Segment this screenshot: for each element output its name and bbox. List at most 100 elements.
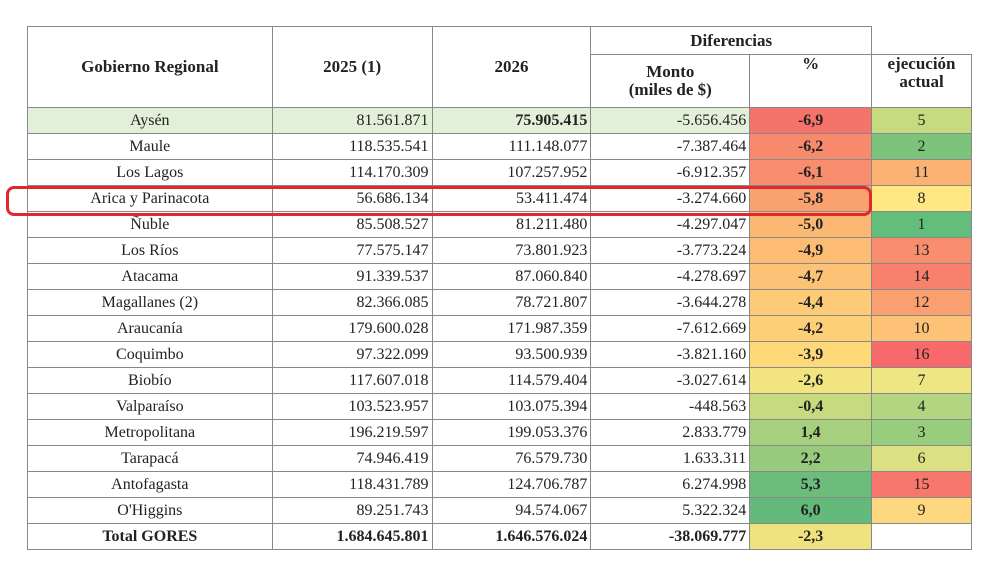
cell: O'Higgins xyxy=(27,497,273,524)
cell: Valparaíso xyxy=(27,393,273,420)
cell: 16 xyxy=(871,341,972,368)
cell: -3.027.614 xyxy=(590,367,751,394)
cell: Atacama xyxy=(27,263,273,290)
cell: -5.656.456 xyxy=(590,107,751,134)
cell: 4 xyxy=(871,393,972,420)
header: Diferencias xyxy=(590,26,873,55)
row: Biobío 117.607.018 114.579.404 -3.027.614 -2… xyxy=(27,367,972,394)
cell: 13 xyxy=(871,237,972,264)
cell: -0,4 xyxy=(749,393,873,420)
cell: Los Ríos xyxy=(27,237,273,264)
cell: 5,3 xyxy=(749,471,873,498)
cell: -2,3 xyxy=(749,523,873,550)
row: Antofagasta 118.431.789 124.706.787 6.274.9… xyxy=(27,471,972,498)
cell: 9 xyxy=(871,497,972,524)
cell: 1.646.576.024 xyxy=(431,523,592,550)
header: 2025 (1) xyxy=(271,26,433,108)
cell: 75.905.415 xyxy=(431,107,592,134)
cell: -4.278.697 xyxy=(590,263,751,290)
cell: 15 xyxy=(871,471,972,498)
header: Gobierno Regional xyxy=(27,26,273,108)
cell: -4,7 xyxy=(749,263,873,290)
cell: Tarapacá xyxy=(27,445,273,472)
header-blank xyxy=(871,26,972,55)
cell: 73.801.923 xyxy=(431,237,592,264)
cell: 171.987.359 xyxy=(431,315,592,342)
cell: Araucanía xyxy=(27,315,273,342)
cell: -7.387.464 xyxy=(590,133,751,160)
cell: 10 xyxy=(871,315,972,342)
cell: 97.322.099 xyxy=(271,341,433,368)
table-body: Aysén 81.561.871 75.905.415 -5.656.456 -6,9 5… xyxy=(27,107,972,550)
cell: 56.686.134 xyxy=(271,185,433,212)
cell: 1.633.311 xyxy=(590,445,751,472)
row: Los Ríos 77.575.147 73.801.923 -3.773.224 -4… xyxy=(27,237,972,264)
cell xyxy=(871,523,972,550)
cell: 93.500.939 xyxy=(431,341,592,368)
cell: 114.170.309 xyxy=(271,159,433,186)
cell: 6,0 xyxy=(749,497,873,524)
row: Atacama 91.339.537 87.060.840 -4.278.697 -4,… xyxy=(27,263,972,290)
cell: 103.523.957 xyxy=(271,393,433,420)
cell: -3.644.278 xyxy=(590,289,751,316)
header: 2026 xyxy=(431,26,592,108)
header: ejecución actual xyxy=(871,54,972,108)
row: Valparaíso 103.523.957 103.075.394 -448.563… xyxy=(27,393,972,420)
cell: 1.684.645.801 xyxy=(271,523,433,550)
cell: 11 xyxy=(871,159,972,186)
cell: 118.431.789 xyxy=(271,471,433,498)
highlight-outline xyxy=(6,186,872,216)
cell: 2.833.779 xyxy=(590,419,751,446)
cell: 107.257.952 xyxy=(431,159,592,186)
cell: 179.600.028 xyxy=(271,315,433,342)
row: Tarapacá 74.946.419 76.579.730 1.633.311 2,2… xyxy=(27,445,972,472)
cell: 91.339.537 xyxy=(271,263,433,290)
cell: Metropolitana xyxy=(27,419,273,446)
cell: 94.574.067 xyxy=(431,497,592,524)
cell: -3.773.224 xyxy=(590,237,751,264)
cell: -6.912.357 xyxy=(590,159,751,186)
cell: 2 xyxy=(871,133,972,160)
row: Coquimbo 97.322.099 93.500.939 -3.821.160 -3… xyxy=(27,341,972,368)
cell: 3 xyxy=(871,419,972,446)
cell: Coquimbo xyxy=(27,341,273,368)
cell: 7 xyxy=(871,367,972,394)
cell: 89.251.743 xyxy=(271,497,433,524)
budget-table: Gobierno Regional 2025 (1) 2026 Diferenc… xyxy=(27,26,972,550)
cell: 196.219.597 xyxy=(271,419,433,446)
row: Maule 118.535.541 111.148.077 -7.387.464 -6,… xyxy=(27,133,972,160)
cell: -4,4 xyxy=(749,289,873,316)
header: Monto (miles de $) xyxy=(590,54,751,108)
cell: -6,9 xyxy=(749,107,873,134)
cell: 5.322.324 xyxy=(590,497,751,524)
cell: 14 xyxy=(871,263,972,290)
cell: 103.075.394 xyxy=(431,393,592,420)
cell: 6.274.998 xyxy=(590,471,751,498)
cell: 8 xyxy=(871,185,972,212)
cell: Arica y Parinacota xyxy=(27,185,273,212)
cell: 76.579.730 xyxy=(431,445,592,472)
cell: -3,9 xyxy=(749,341,873,368)
cell: 81.561.871 xyxy=(271,107,433,134)
cell: 82.366.085 xyxy=(271,289,433,316)
row: Magallanes (2) 82.366.085 78.721.807 -3.644… xyxy=(27,289,972,316)
cell: -2,6 xyxy=(749,367,873,394)
cell: 6 xyxy=(871,445,972,472)
cell: 114.579.404 xyxy=(431,367,592,394)
total-row: Total GORES 1.684.645.801 1.646.576.024 -38… xyxy=(27,523,972,550)
cell: 111.148.077 xyxy=(431,133,592,160)
cell: 124.706.787 xyxy=(431,471,592,498)
cell: -5,8 xyxy=(749,185,873,212)
cell: 118.535.541 xyxy=(271,133,433,160)
row: O'Higgins 89.251.743 94.574.067 5.322.324 6,… xyxy=(27,497,972,524)
cell: Biobío xyxy=(27,367,273,394)
cell: Total GORES xyxy=(27,523,273,550)
row: Los Lagos 114.170.309 107.257.952 -6.912.35… xyxy=(27,159,972,186)
cell: -448.563 xyxy=(590,393,751,420)
cell: 78.721.807 xyxy=(431,289,592,316)
cell: -6,1 xyxy=(749,159,873,186)
cell: Magallanes (2) xyxy=(27,289,273,316)
cell: 12 xyxy=(871,289,972,316)
cell: -4,2 xyxy=(749,315,873,342)
